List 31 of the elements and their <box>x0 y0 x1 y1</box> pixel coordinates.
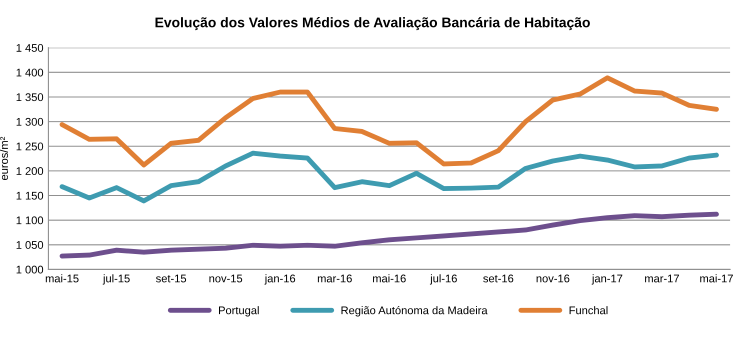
y-axis-title: euros/m² <box>0 136 8 180</box>
legend-label: Funchal <box>570 306 608 314</box>
x-tick-label: nov-15 <box>209 274 242 282</box>
line-series <box>60 75 719 168</box>
x-tick-label: mar-17 <box>645 274 679 282</box>
chart-title: Evolução dos Valores Médios de Avaliação Bancária de Habitação <box>156 17 590 30</box>
y-tick-label: 1 400 <box>16 68 44 77</box>
x-tick-label: nov-16 <box>536 274 570 282</box>
y-tick-label: 1 450 <box>16 44 44 52</box>
y-tick-label: 1 000 <box>16 266 44 274</box>
legend-label: Região Autónoma da Madeira <box>341 306 488 316</box>
y-tick-label: 1 050 <box>16 241 44 249</box>
line-series <box>60 150 719 204</box>
x-tick-label: jul-16 <box>430 274 457 285</box>
y-tick-label: 1 350 <box>16 93 44 102</box>
x-tick-label: jan-16 <box>264 274 296 285</box>
y-tick-label: 1 200 <box>16 167 44 176</box>
y-tick-label: 1 150 <box>16 192 44 200</box>
y-tick-label: 1 250 <box>16 142 44 150</box>
x-tick-label: set-16 <box>483 274 514 282</box>
x-tick-label: jul-15 <box>102 274 130 285</box>
x-tick-label: mar-16 <box>318 274 352 282</box>
x-tick-label: mai-17 <box>700 274 733 282</box>
x-tick-label: mai-15 <box>46 274 79 282</box>
x-tick-label: set-15 <box>156 274 186 282</box>
y-tick-label: 1 300 <box>16 118 44 126</box>
y-tick-label: 1 100 <box>16 216 44 224</box>
line-series <box>60 212 719 259</box>
x-tick-label: mai-16 <box>373 274 406 282</box>
x-tick-label: jan-17 <box>592 274 622 285</box>
legend-label: Portugal <box>218 306 259 316</box>
